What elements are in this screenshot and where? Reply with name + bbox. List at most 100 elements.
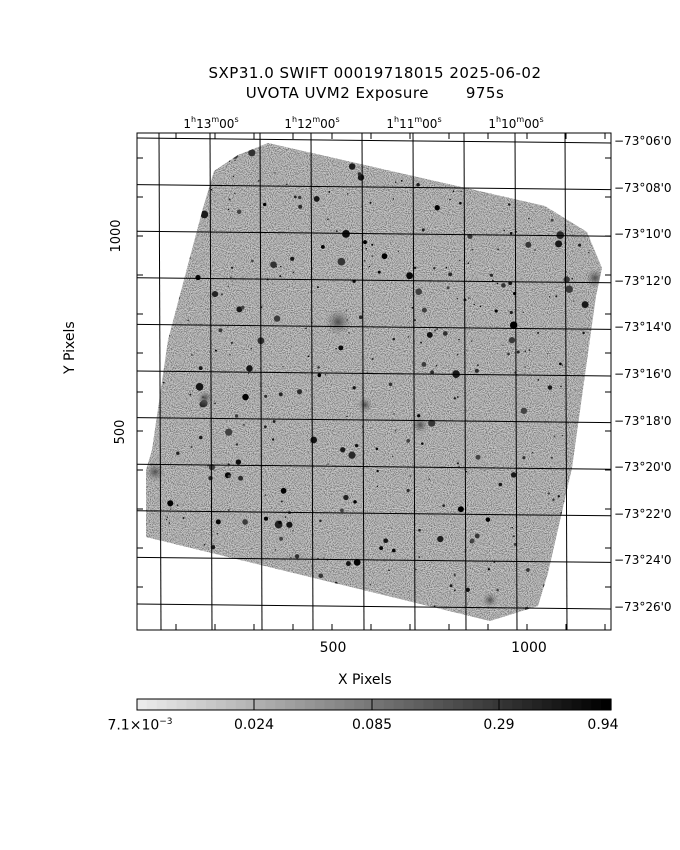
star-source	[428, 478, 430, 480]
star-source	[442, 504, 445, 507]
star-source	[203, 544, 206, 546]
dec-grid-line	[137, 137, 611, 144]
star-source	[241, 305, 245, 310]
star-source	[565, 285, 573, 293]
star-source	[165, 518, 168, 521]
star-source	[436, 328, 438, 330]
dec-tick-label: −73°16'0	[614, 367, 672, 381]
star-source	[420, 341, 423, 344]
star-source	[160, 247, 163, 250]
star-source	[290, 256, 295, 261]
star-source	[307, 355, 310, 358]
colorbar-step	[601, 699, 612, 710]
star-source	[258, 180, 260, 182]
star-source	[537, 379, 540, 381]
colorbar-step	[522, 699, 533, 710]
star-source	[232, 175, 235, 178]
colorbar-step	[216, 699, 227, 710]
star-source	[199, 156, 202, 159]
star-source	[236, 209, 242, 214]
star-source	[169, 508, 172, 510]
star-source	[474, 368, 479, 373]
star-source	[279, 536, 284, 541]
star-source	[388, 569, 390, 572]
star-source	[282, 366, 284, 368]
colorbar-step	[245, 699, 257, 710]
star-source	[242, 519, 248, 525]
ra-grid-line	[564, 133, 568, 630]
dec-tick-label: −73°08'0	[614, 180, 672, 195]
star-source	[353, 558, 361, 566]
star-source	[371, 602, 373, 604]
star-source	[549, 296, 551, 298]
star-source	[348, 451, 356, 459]
star-source	[409, 475, 412, 477]
dec-tick-label: −73°20'0	[614, 460, 672, 475]
star-source	[208, 475, 213, 481]
dec-grid-line	[137, 603, 611, 610]
star-source	[430, 370, 435, 375]
dec-grid-line	[137, 323, 611, 330]
colorbar-step	[383, 699, 395, 710]
star-source	[572, 550, 577, 555]
star-source	[340, 447, 346, 453]
star-source	[284, 516, 287, 518]
colorbar-step	[532, 699, 543, 710]
star-source	[435, 364, 438, 367]
star-source	[524, 350, 527, 352]
star-source	[162, 381, 165, 384]
star-source	[573, 300, 575, 302]
star-source	[263, 516, 269, 521]
star-source	[600, 531, 602, 535]
star-source	[208, 464, 216, 471]
ra-grid-line	[209, 133, 213, 630]
colorbar-label: 0.085	[351, 717, 393, 733]
star-source	[449, 198, 451, 201]
star-source	[434, 613, 439, 619]
star-source	[195, 274, 201, 281]
star-source	[273, 607, 278, 611]
star-source	[340, 508, 344, 513]
star-source	[563, 276, 570, 283]
colorbar-step	[255, 699, 266, 710]
star-source	[486, 149, 490, 153]
star-source	[250, 347, 253, 350]
star-source	[421, 442, 424, 445]
star-source	[459, 201, 462, 205]
star-source	[435, 609, 438, 612]
star-source	[369, 201, 372, 204]
star-source	[214, 402, 216, 405]
ra-tick-label: 1h13m00s	[183, 115, 239, 131]
dec-tick-label: −73°22'0	[614, 506, 672, 521]
star-source	[345, 561, 351, 567]
star-source	[236, 306, 243, 313]
star-source	[509, 231, 513, 235]
star-source	[177, 296, 180, 300]
star-source	[244, 597, 247, 600]
ra-grid-line	[361, 133, 365, 630]
star-source	[278, 520, 282, 525]
star-source	[305, 327, 307, 330]
star-source	[479, 305, 482, 308]
star-source	[278, 392, 283, 397]
star-source	[465, 587, 470, 593]
star-source	[279, 275, 282, 278]
star-source	[487, 568, 490, 571]
star-source	[590, 364, 595, 369]
star-source	[502, 344, 504, 346]
colorbar-step	[591, 699, 602, 710]
star-source	[363, 259, 366, 262]
colorbar-step	[146, 699, 158, 710]
star-source	[233, 192, 236, 195]
colorbar-step	[413, 699, 424, 710]
star-source	[496, 143, 502, 149]
colorbar-step	[364, 699, 375, 710]
star-source	[316, 286, 319, 289]
ra-grid-line	[463, 133, 467, 630]
star-source	[218, 328, 223, 333]
star-source	[227, 574, 229, 577]
star-source	[522, 456, 526, 460]
star-source	[560, 385, 562, 388]
star-source	[526, 568, 530, 572]
dec-grid-line	[137, 417, 611, 424]
